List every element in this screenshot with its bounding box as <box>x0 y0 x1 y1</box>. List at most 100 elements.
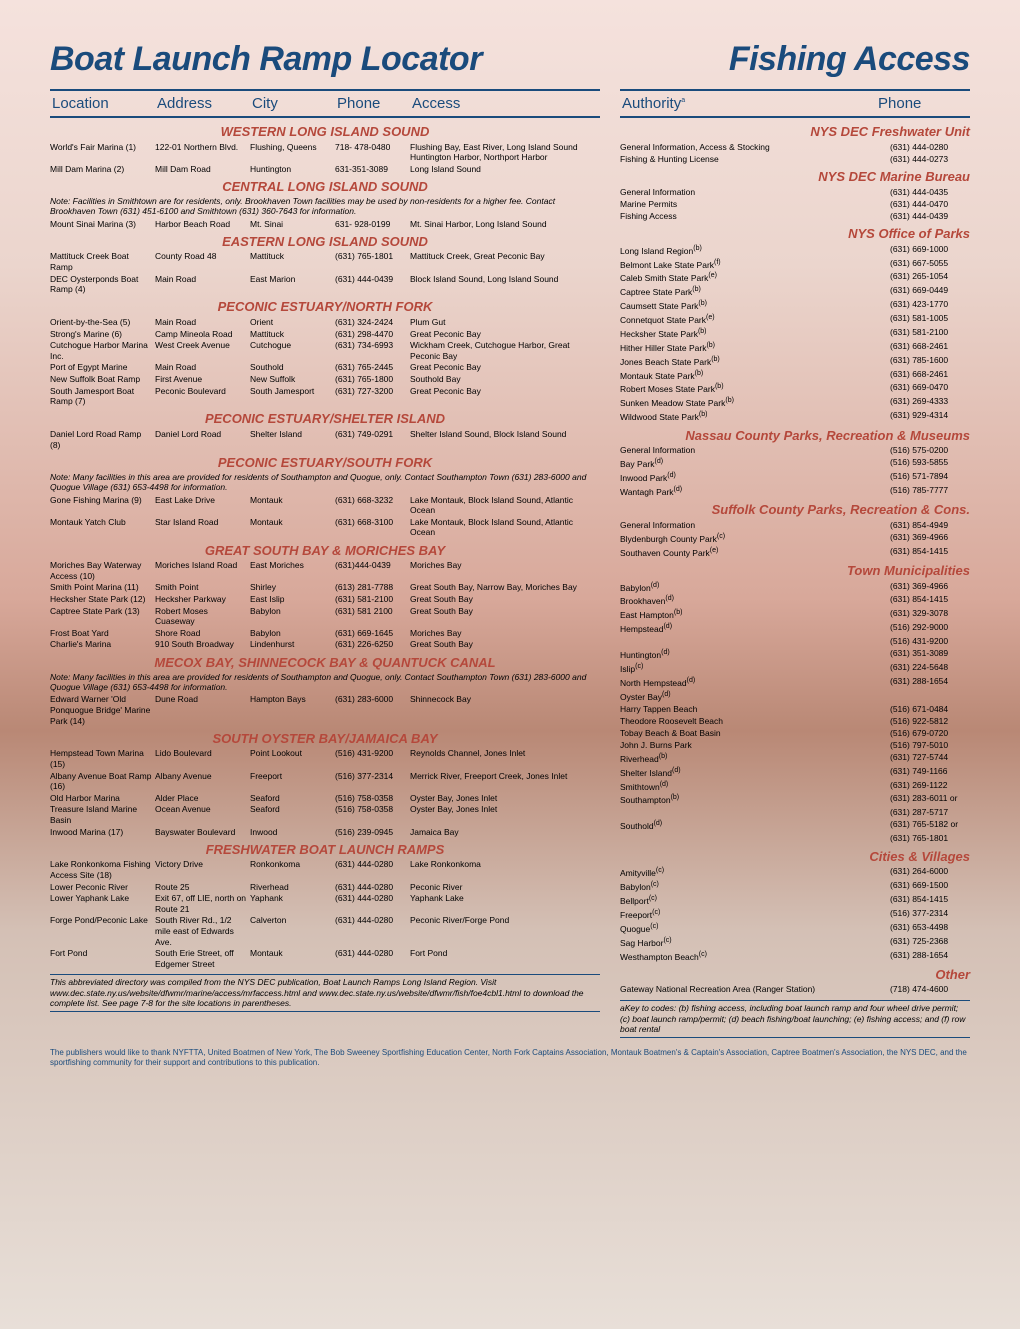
table-row: Southampton(b)(631) 283-6011 or <box>620 793 970 807</box>
section-title: GREAT SOUTH BAY & MORICHES BAY <box>50 543 600 558</box>
section-title: PECONIC ESTUARY/NORTH FORK <box>50 299 600 314</box>
table-row: World's Fair Marina (1)122-01 Northern B… <box>50 141 600 163</box>
table-row: Orient-by-the-Sea (5)Main RoadOrient(631… <box>50 316 600 328</box>
table-row: Amityville(c)(631) 264-6000 <box>620 866 970 880</box>
page-titles: Boat Launch Ramp Locator Fishing Access <box>50 40 970 79</box>
table-row: Captree State Park (13)Robert Moses Cuas… <box>50 605 600 627</box>
table-row: Gateway National Recreation Area (Ranger… <box>620 984 970 996</box>
table-row: Cutchogue Harbor Marina Inc.West Creek A… <box>50 340 600 362</box>
table-row: Fort PondSouth Erie Street, off Edgemer … <box>50 948 600 970</box>
section-title: PECONIC ESTUARY/SHELTER ISLAND <box>50 411 600 426</box>
table-row: Mount Sinai Marina (3)Harbor Beach RoadM… <box>50 218 600 230</box>
table-row: Harry Tappen Beach(516) 671-0484 <box>620 703 970 715</box>
table-row: Strong's Marine (6)Camp Mineola RoadMatt… <box>50 328 600 340</box>
right-headers: AuthorityaPhone <box>620 89 970 118</box>
table-row: Westhampton Beach(c)(631) 288-1654 <box>620 949 970 963</box>
left-column: LocationAddressCityPhoneAccess WESTERN L… <box>50 89 600 1038</box>
section-title: Suffolk County Parks, Recreation & Cons. <box>620 502 970 517</box>
section-title: NYS DEC Marine Bureau <box>620 169 970 184</box>
table-row: East Hampton(b)(631) 329-3078 <box>620 608 970 622</box>
table-row: Mattituck Creek Boat RampCounty Road 48M… <box>50 251 600 273</box>
table-row: Babylon(d)(631) 369-4966 <box>620 580 970 594</box>
table-row: Mill Dam Marina (2)Mill Dam RoadHuntingt… <box>50 163 600 175</box>
table-row: New Suffolk Boat RampFirst AvenueNew Suf… <box>50 374 600 386</box>
table-row: Inwood Marina (17)Bayswater BoulevardInw… <box>50 826 600 838</box>
table-row: Belmont Lake State Park(f)(631) 667-5055 <box>620 257 970 271</box>
table-row: Frost Boat YardShore RoadBabylon(631) 66… <box>50 627 600 639</box>
table-row: Hempstead Town Marina (15)Lido Boulevard… <box>50 748 600 770</box>
section-title: EASTERN LONG ISLAND SOUND <box>50 234 600 249</box>
section-title: Nassau County Parks, Recreation & Museum… <box>620 428 970 443</box>
table-row: Marine Permits(631) 444-0470 <box>620 198 970 210</box>
table-row: Lake Ronkonkoma Fishing Access Site (18)… <box>50 859 600 881</box>
section-title: MECOX BAY, SHINNECOCK BAY & QUANTUCK CAN… <box>50 655 600 670</box>
table-row: Islip(c)(631) 224-5648 <box>620 662 970 676</box>
table-row: Hempstead(d)(516) 292-9000 <box>620 622 970 636</box>
section-note: Note: Many facilities in this area are p… <box>50 472 600 492</box>
table-row: Smithtown(d)(631) 269-1122 <box>620 779 970 793</box>
table-row: General Information(631) 854-4949 <box>620 519 970 531</box>
table-row: Charlie's Marina910 South BroadwayLinden… <box>50 639 600 651</box>
table-row: South Jamesport Boat Ramp (7)Peconic Bou… <box>50 385 600 407</box>
table-row: Tobay Beach & Boat Basin(516) 679-0720 <box>620 727 970 739</box>
table-row: Hecksher State Park (12)Hecksher Parkway… <box>50 593 600 605</box>
table-row: Old Harbor MarinaAlder PlaceSeaford(516)… <box>50 792 600 804</box>
table-row: Moriches Bay Waterway Access (10)Moriche… <box>50 560 600 582</box>
left-footnote: This abbreviated directory was compiled … <box>50 974 600 1012</box>
section-note: Note: Many facilities in this area are p… <box>50 672 600 692</box>
table-row: Fishing & Hunting License(631) 444-0273 <box>620 153 970 165</box>
section-title: WESTERN LONG ISLAND SOUND <box>50 124 600 139</box>
table-row: Port of Egypt MarineMain RoadSouthold(63… <box>50 362 600 374</box>
table-row: Oyster Bay(d) <box>620 689 970 703</box>
table-row: General Information, Access & Stocking(6… <box>620 141 970 153</box>
section-title: CENTRAL LONG ISLAND SOUND <box>50 179 600 194</box>
table-row: Babylon(c)(631) 669-1500 <box>620 880 970 894</box>
table-row: North Hempstead(d)(631) 288-1654 <box>620 675 970 689</box>
table-row: (631) 287-5717 <box>620 807 970 819</box>
table-row: Shelter Island(d)(631) 749-1166 <box>620 765 970 779</box>
table-row: Robert Moses State Park(b)(631) 669-0470 <box>620 382 970 396</box>
table-row: (631) 765-1801 <box>620 833 970 845</box>
table-row: Southaven County Park(e)(631) 854-1415 <box>620 545 970 559</box>
table-row: Inwood Park(d)(516) 571-7894 <box>620 471 970 485</box>
table-row: General Information(516) 575-0200 <box>620 445 970 457</box>
table-row: Riverhead(b)(631) 727-5744 <box>620 751 970 765</box>
table-row: Southold(d)(631) 765-5182 or <box>620 819 970 833</box>
table-row: Theodore Roosevelt Beach(516) 922-5812 <box>620 715 970 727</box>
table-row: Freeport(c)(516) 377-2314 <box>620 907 970 921</box>
table-row: Caleb Smith State Park(e)(631) 265-1054 <box>620 271 970 285</box>
section-title: FRESHWATER BOAT LAUNCH RAMPS <box>50 842 600 857</box>
table-row: Wantagh Park(d)(516) 785-7777 <box>620 484 970 498</box>
table-row: Bellport(c)(631) 854-1415 <box>620 894 970 908</box>
table-row: (516) 431-9200 <box>620 636 970 648</box>
section-title: Cities & Villages <box>620 849 970 864</box>
table-row: Gone Fishing Marina (9)East Lake DriveMo… <box>50 494 600 516</box>
section-title: SOUTH OYSTER BAY/JAMAICA BAY <box>50 731 600 746</box>
title-right: Fishing Access <box>729 40 970 79</box>
right-column: AuthorityaPhone NYS DEC Freshwater UnitG… <box>620 89 970 1038</box>
section-title: NYS Office of Parks <box>620 226 970 241</box>
table-row: Lower Peconic RiverRoute 25Riverhead(631… <box>50 881 600 893</box>
table-row: Edward Warner 'Old Ponquogue Bridge' Mar… <box>50 694 600 727</box>
section-title: PECONIC ESTUARY/SOUTH FORK <box>50 455 600 470</box>
table-row: Long Island Region(b)(631) 669-1000 <box>620 243 970 257</box>
table-row: Montauk Yatch ClubStar Island RoadMontau… <box>50 516 600 538</box>
section-title: Town Municipalities <box>620 563 970 578</box>
table-row: Blydenburgh County Park(c)(631) 369-4966 <box>620 531 970 545</box>
table-row: Smith Point Marina (11)Smith PointShirle… <box>50 582 600 594</box>
table-row: Caumsett State Park(b)(631) 423-1770 <box>620 299 970 313</box>
table-row: Fishing Access(631) 444-0439 <box>620 210 970 222</box>
table-row: Captree State Park(b)(631) 669-0449 <box>620 285 970 299</box>
table-row: John J. Burns Park(516) 797-5010 <box>620 739 970 751</box>
table-row: Bay Park(d)(516) 593-5855 <box>620 457 970 471</box>
table-row: Sag Harbor(c)(631) 725-2368 <box>620 935 970 949</box>
table-row: Huntington(d)(631) 351-3089 <box>620 648 970 662</box>
section-note: Note: Facilities in Smithtown are for re… <box>50 196 600 216</box>
table-row: Hecksher State Park(b)(631) 581-2100 <box>620 326 970 340</box>
table-row: General Information(631) 444-0435 <box>620 186 970 198</box>
publisher-note: The publishers would like to thank NYFTT… <box>50 1048 970 1068</box>
table-row: Daniel Lord Road Ramp (8)Daniel Lord Roa… <box>50 428 600 450</box>
table-row: Quogue(c)(631) 653-4498 <box>620 921 970 935</box>
table-row: Hither Hiller State Park(b)(631) 668-246… <box>620 340 970 354</box>
table-row: Lower Yaphank LakeExit 67, off LIE, nort… <box>50 893 600 915</box>
